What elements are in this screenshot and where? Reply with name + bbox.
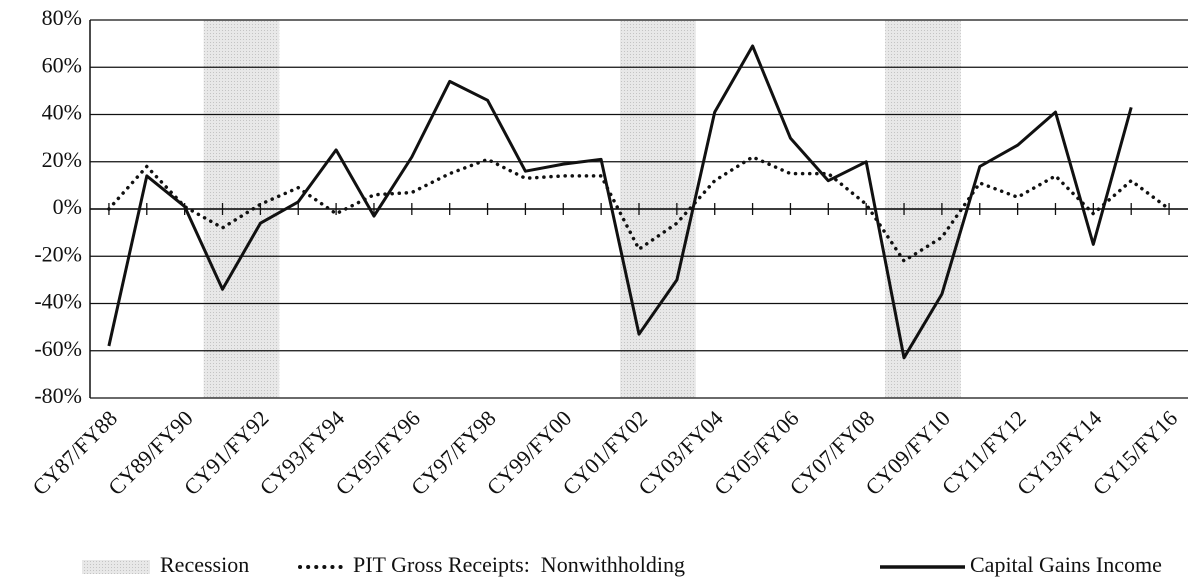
y-tick-label: -40% [34,289,82,314]
y-tick-label: 80% [42,5,82,30]
legend-label: PIT Gross Receipts: Nonwithholding [353,552,685,577]
y-tick-label: 20% [42,147,82,172]
y-tick-label: -20% [34,241,82,266]
y-tick-label: 60% [42,52,82,77]
legend-swatch [82,560,150,574]
legend-label: Capital Gains Income [970,552,1162,577]
y-tick-label: 40% [42,100,82,125]
y-tick-label: -60% [34,336,82,361]
y-tick-label: -80% [34,383,82,408]
series-line [107,44,1133,360]
legend-label: Recession [160,552,249,577]
series-line [107,155,1171,263]
y-tick-label: 0% [53,194,82,219]
